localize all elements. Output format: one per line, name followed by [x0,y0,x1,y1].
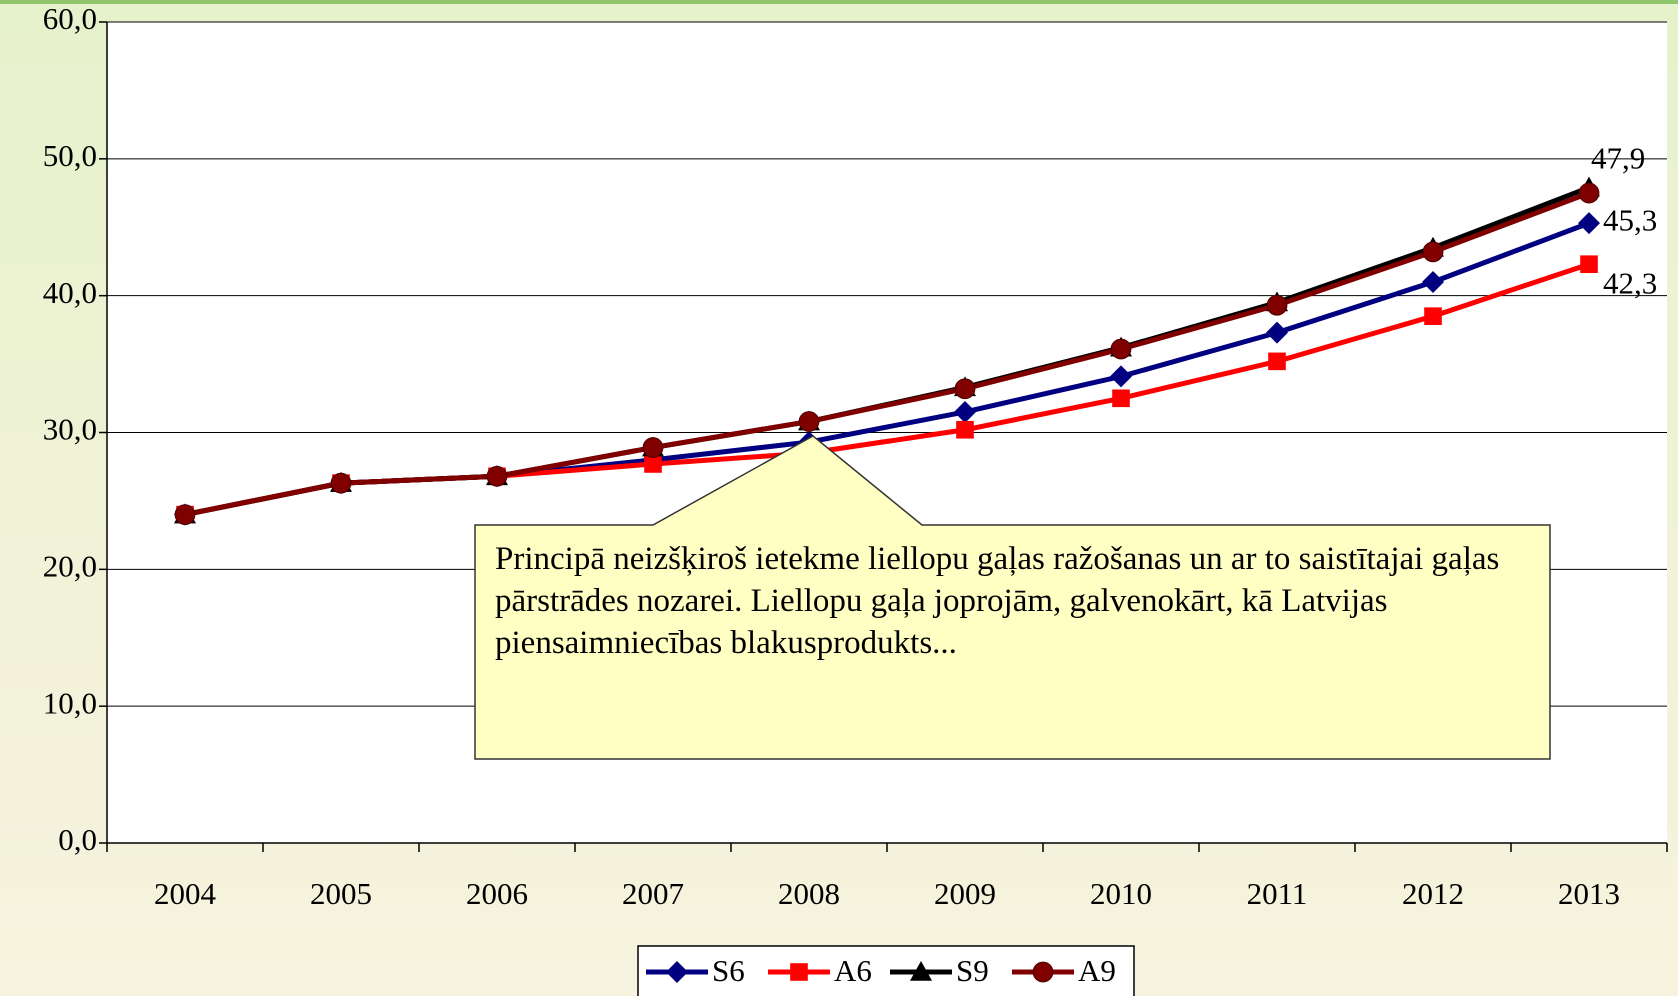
x-tick-label: 2010 [1090,876,1152,911]
value-label: 47,9 [1591,141,1645,176]
marker [642,437,664,458]
marker [1032,961,1054,983]
value-label: 42,3 [1603,265,1657,300]
marker [1110,338,1132,360]
x-tick-label: 2012 [1402,876,1464,911]
marker [1110,365,1132,388]
y-tick-label: 10,0 [43,685,97,720]
x-tick-label: 2007 [622,876,684,911]
x-tick-label: 2009 [934,876,996,911]
marker [956,420,974,439]
y-tick-label: 0,0 [58,822,97,857]
marker [1424,307,1442,325]
marker [644,455,662,473]
marker [798,411,820,432]
callout-box [474,435,1551,760]
legend-label: A9 [1078,953,1116,988]
y-tick-label: 40,0 [43,275,97,310]
legend-label: S6 [712,953,745,988]
callout-text: Principā neizšķiroš ietekme liellopu gaļ… [495,541,1500,661]
y-tick-label: 60,0 [43,1,97,36]
marker [1268,352,1286,371]
value-label: 45,3 [1603,202,1657,237]
marker [790,963,808,981]
marker [1266,321,1288,344]
top-border [0,0,1678,4]
marker [954,378,976,400]
x-tick-label: 2005 [310,876,372,911]
x-tick-label: 2008 [778,876,840,911]
marker [1422,241,1444,263]
marker [666,961,688,983]
x-tick-label: 2004 [154,876,217,911]
marker [910,961,932,981]
x-tick-label: 2006 [466,876,528,911]
marker [1580,255,1598,273]
lines [174,176,1600,526]
marker [1578,212,1600,235]
y-tick-label: 30,0 [43,412,97,447]
marker [174,504,196,525]
marker [330,472,352,494]
marker [954,400,976,423]
marker [1578,182,1600,204]
legend-label: S9 [956,953,989,988]
legend-label: A6 [834,953,872,988]
marker [486,465,508,487]
x-tick-label: 2013 [1558,876,1620,911]
marker [1266,294,1288,316]
marker [1112,389,1130,408]
marker [1422,270,1444,293]
y-tick-label: 20,0 [43,548,97,583]
series-line [184,190,1590,518]
y-tick-label: 50,0 [43,138,97,173]
x-tick-label: 2011 [1247,876,1308,911]
